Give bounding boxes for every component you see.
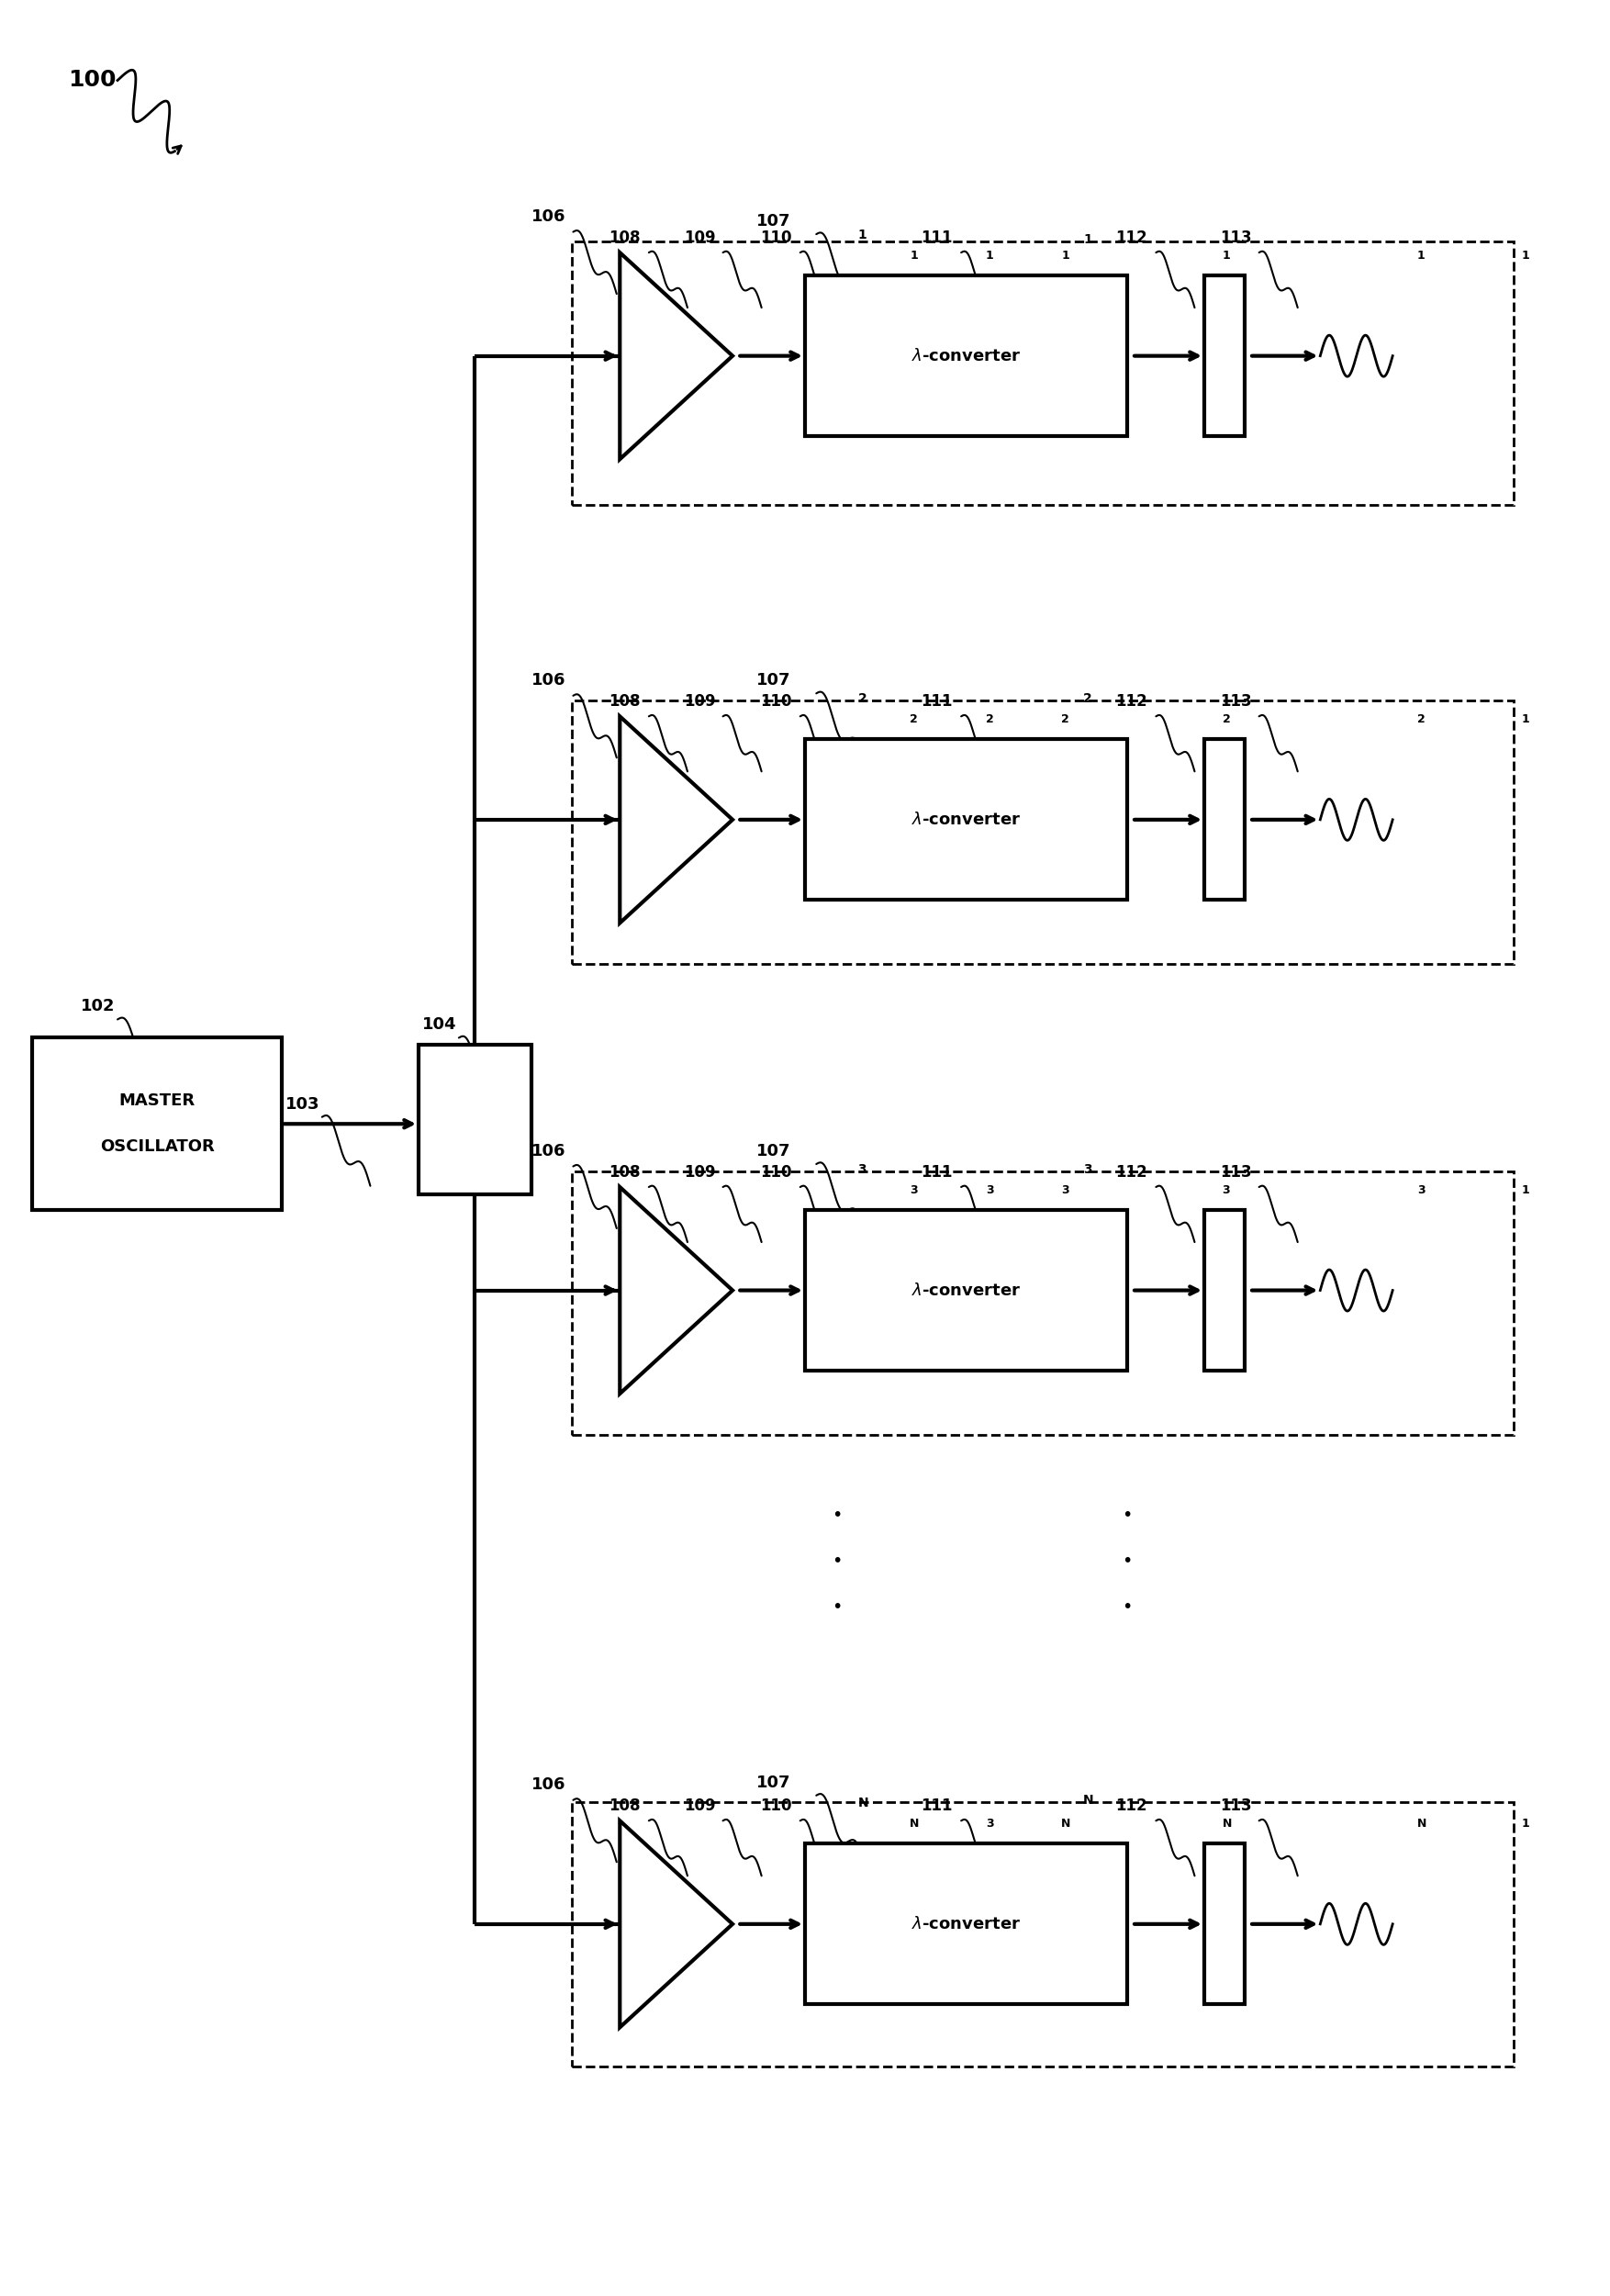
Text: 106: 106: [531, 1777, 565, 1793]
Text: •: •: [832, 1552, 842, 1570]
Text: 1: 1: [1521, 1185, 1530, 1196]
Bar: [1204, 276, 1245, 436]
Text: •: •: [832, 1598, 842, 1616]
Text: 2: 2: [1084, 691, 1092, 705]
Text: 2: 2: [1061, 714, 1069, 726]
Text: N: N: [1084, 1793, 1093, 1807]
Bar: [572, 700, 1513, 964]
Text: $\lambda$-converter: $\lambda$-converter: [911, 1281, 1021, 1300]
Text: 113: 113: [1220, 1164, 1253, 1180]
Text: 2: 2: [858, 691, 866, 705]
Text: •: •: [1122, 1598, 1132, 1616]
Text: 112: 112: [1116, 1164, 1148, 1180]
Text: 112: 112: [1116, 1798, 1148, 1814]
Text: 111: 111: [921, 693, 953, 709]
Text: 1: 1: [858, 227, 866, 241]
Text: 112: 112: [1116, 693, 1148, 709]
Text: 3: 3: [1061, 1185, 1069, 1196]
Text: 111: 111: [921, 1164, 953, 1180]
Text: 111: 111: [921, 1798, 953, 1814]
Text: 109: 109: [684, 693, 716, 709]
Polygon shape: [620, 1187, 733, 1394]
Text: 1: 1: [1521, 1818, 1530, 1830]
Text: 2: 2: [1222, 714, 1230, 726]
Bar: [1204, 1844, 1245, 2004]
Text: 3: 3: [910, 1185, 918, 1196]
Text: 112: 112: [1116, 230, 1148, 246]
Bar: [572, 241, 1513, 505]
Text: 1: 1: [1417, 250, 1425, 262]
Text: 2: 2: [1417, 714, 1425, 726]
Polygon shape: [620, 253, 733, 459]
Text: 108: 108: [609, 693, 641, 709]
Text: 113: 113: [1220, 693, 1253, 709]
Text: 113: 113: [1220, 230, 1253, 246]
Text: 1: 1: [1061, 250, 1069, 262]
Text: 110: 110: [760, 693, 792, 709]
Polygon shape: [620, 1821, 733, 2027]
Text: N: N: [1417, 1818, 1426, 1830]
Text: 3: 3: [985, 1818, 993, 1830]
Polygon shape: [620, 716, 733, 923]
Bar: [805, 1210, 1127, 1371]
Text: •: •: [1122, 1506, 1132, 1525]
Bar: [32, 1038, 282, 1210]
Text: 1: 1: [1084, 232, 1092, 246]
Text: 1: 1: [910, 250, 918, 262]
Text: 108: 108: [609, 1164, 641, 1180]
Text: 108: 108: [609, 230, 641, 246]
Text: N: N: [910, 1818, 919, 1830]
Bar: [572, 1171, 1513, 1435]
Text: 1: 1: [1521, 250, 1530, 262]
Text: •: •: [832, 1506, 842, 1525]
Text: 111: 111: [921, 230, 953, 246]
Text: 109: 109: [684, 1164, 716, 1180]
Text: 110: 110: [760, 1798, 792, 1814]
Text: 108: 108: [609, 1798, 641, 1814]
Bar: [1204, 739, 1245, 900]
Text: 107: 107: [757, 1143, 791, 1159]
Text: 102: 102: [80, 999, 114, 1015]
Text: OSCILLATOR: OSCILLATOR: [100, 1139, 214, 1155]
Bar: [1204, 1210, 1245, 1371]
Text: 106: 106: [531, 209, 565, 225]
Text: 107: 107: [757, 673, 791, 689]
Text: •: •: [1122, 1552, 1132, 1570]
Bar: [805, 276, 1127, 436]
Text: 104: 104: [422, 1017, 456, 1033]
Text: N: N: [1222, 1818, 1232, 1830]
Bar: [805, 739, 1127, 900]
Text: 1: 1: [985, 250, 993, 262]
Bar: [572, 1802, 1513, 2066]
Text: $\lambda$-converter: $\lambda$-converter: [911, 1915, 1021, 1933]
Text: 110: 110: [760, 1164, 792, 1180]
Text: 3: 3: [1417, 1185, 1425, 1196]
Text: 1: 1: [1222, 250, 1230, 262]
Text: 1: 1: [1521, 714, 1530, 726]
Text: 3: 3: [858, 1162, 866, 1176]
Text: $\lambda$-converter: $\lambda$-converter: [911, 347, 1021, 365]
Text: 110: 110: [760, 230, 792, 246]
Text: MASTER: MASTER: [119, 1093, 195, 1109]
Text: 103: 103: [285, 1095, 319, 1114]
Text: 106: 106: [531, 673, 565, 689]
Text: 106: 106: [531, 1143, 565, 1159]
Text: 109: 109: [684, 1798, 716, 1814]
Text: 107: 107: [757, 1775, 791, 1791]
Text: $\lambda$-converter: $\lambda$-converter: [911, 810, 1021, 829]
Text: 109: 109: [684, 230, 716, 246]
Text: N: N: [1061, 1818, 1071, 1830]
Text: 3: 3: [1222, 1185, 1230, 1196]
Text: 3: 3: [985, 1185, 993, 1196]
Bar: [805, 1844, 1127, 2004]
Text: 3: 3: [1084, 1162, 1092, 1176]
Text: 2: 2: [910, 714, 918, 726]
Text: 107: 107: [757, 214, 791, 230]
Text: 100: 100: [68, 69, 116, 92]
Bar: [419, 1045, 531, 1194]
Text: 113: 113: [1220, 1798, 1253, 1814]
Text: 2: 2: [985, 714, 993, 726]
Text: N: N: [858, 1795, 868, 1809]
